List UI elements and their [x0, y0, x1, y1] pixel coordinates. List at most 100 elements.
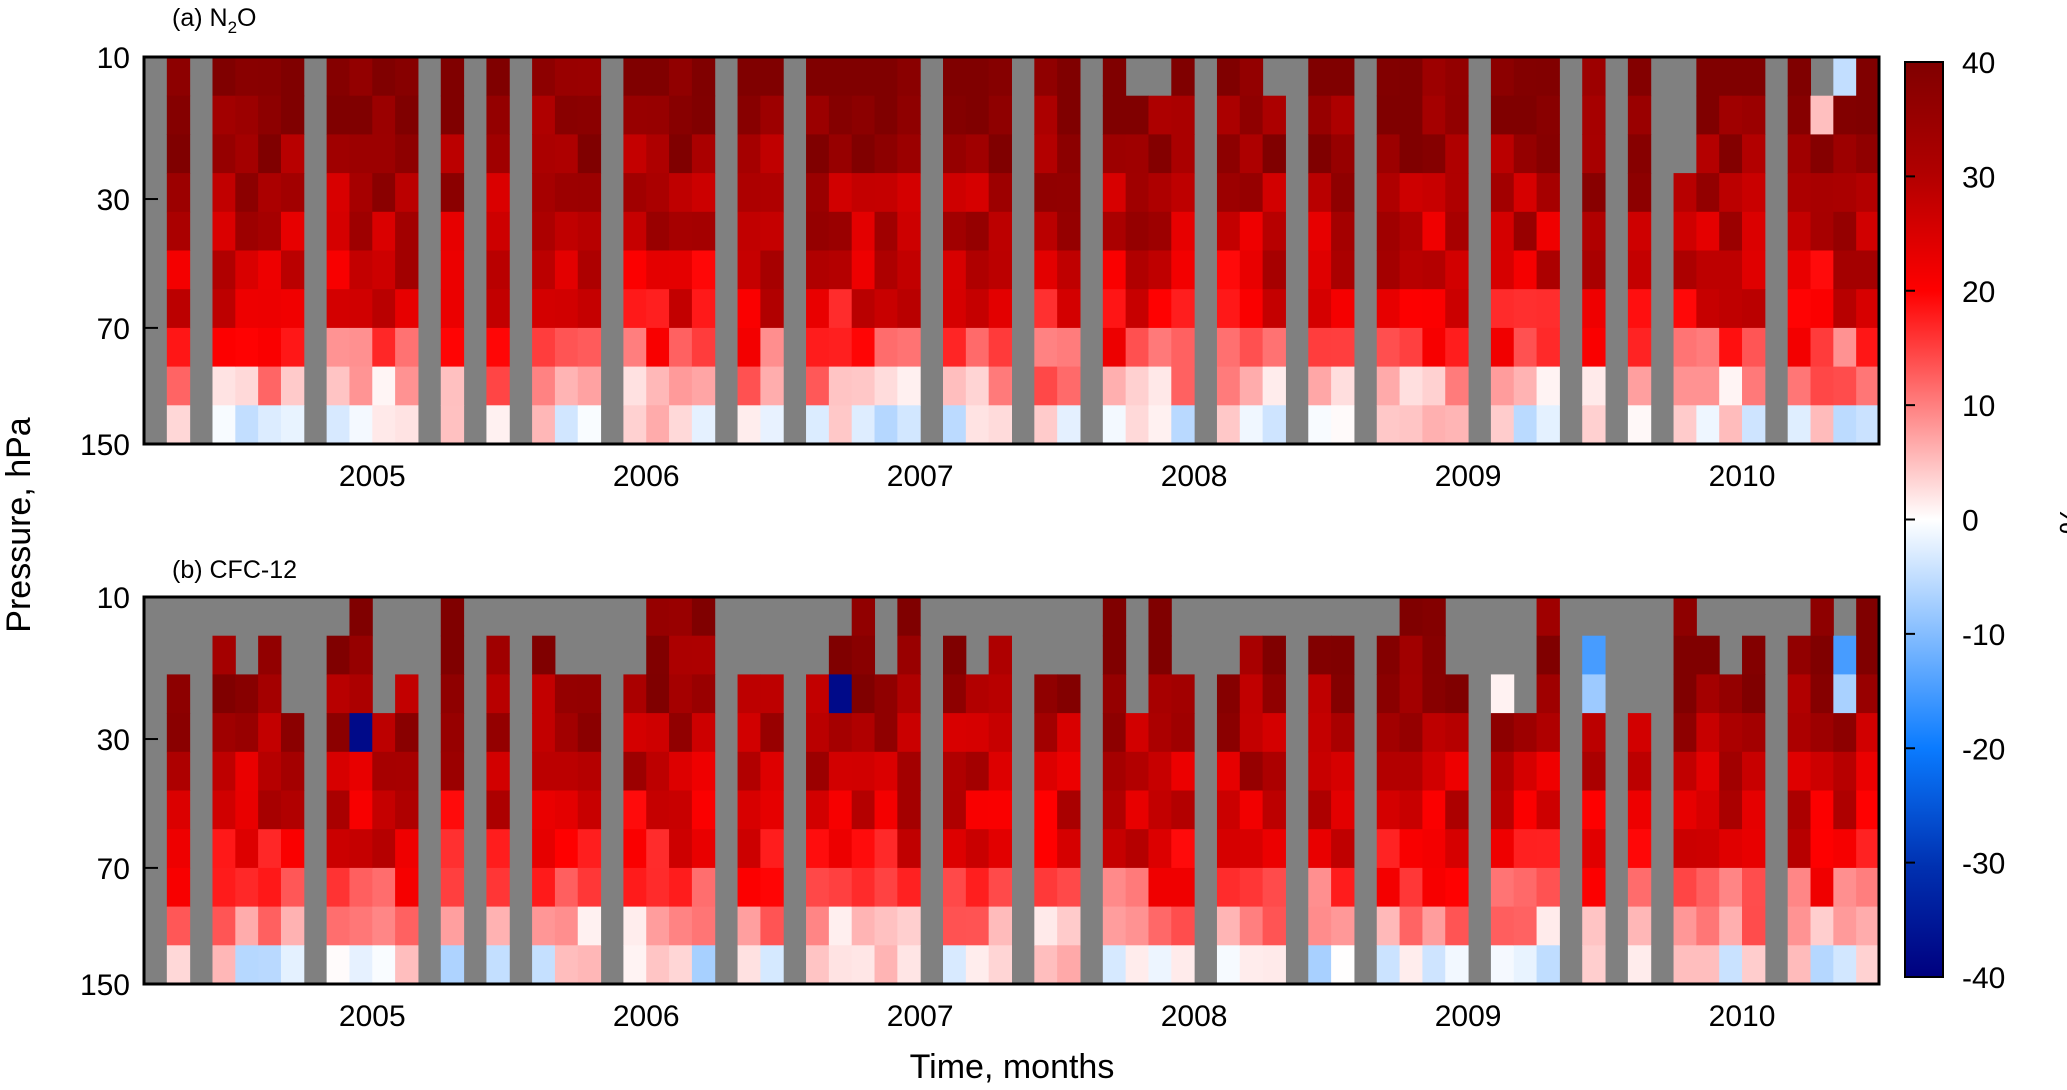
heatmap-cell [943, 327, 967, 368]
panel-a-title: (a) N2O [172, 4, 256, 37]
heatmap-cell [1216, 173, 1241, 213]
heatmap-cell [1536, 867, 1560, 908]
heatmap-cell [1513, 713, 1538, 753]
heatmap-cell [166, 327, 191, 368]
heatmap-cell [1262, 713, 1286, 753]
heatmap-cell [1719, 405, 1743, 445]
heatmap-cell [1148, 945, 1172, 985]
heatmap-cell [1399, 134, 1423, 174]
x-tick-label: 2006 [613, 460, 680, 493]
heatmap-cell [486, 289, 510, 329]
heatmap-cell [1399, 289, 1423, 329]
heatmap-cell [1673, 713, 1697, 753]
heatmap-cell [646, 405, 670, 445]
y-tick-label: 10 [97, 582, 130, 615]
heatmap-cell [1810, 95, 1834, 135]
heatmap-cell [212, 945, 236, 985]
heatmap-cell [166, 57, 191, 97]
heatmap-cell [760, 327, 784, 368]
heatmap-cell [1582, 405, 1606, 445]
heatmap-cell [646, 674, 670, 714]
heatmap-cell [691, 597, 716, 637]
heatmap-cell [1490, 250, 1515, 290]
heatmap-cell [1787, 250, 1812, 290]
heatmap-cell [166, 289, 191, 329]
heatmap-cell [1399, 366, 1423, 406]
heatmap-cell [1148, 635, 1172, 675]
heatmap-cell [166, 713, 191, 753]
heatmap-cell [1696, 945, 1720, 985]
heatmap-cell [1102, 597, 1127, 637]
heatmap-cell [1445, 173, 1469, 213]
heatmap-cell [943, 250, 967, 290]
heatmap-cell [1057, 751, 1081, 791]
heatmap-cell [988, 366, 1012, 406]
heatmap-cell [828, 674, 853, 714]
heatmap-cell [1262, 289, 1286, 329]
heatmap-cell [1490, 713, 1515, 753]
heatmap-cell [851, 289, 876, 329]
heatmap-cell [691, 751, 716, 791]
panel-b-title: (b) CFC-12 [172, 556, 297, 584]
heatmap-cell [486, 945, 510, 985]
heatmap-cell [1102, 945, 1127, 985]
heatmap-cell [1331, 829, 1355, 869]
heatmap-cell [1856, 597, 1880, 637]
heatmap-cell [897, 790, 921, 830]
heatmap-cell [1810, 134, 1834, 174]
heatmap-cell [828, 635, 853, 675]
heatmap-cell [1376, 134, 1401, 174]
heatmap-cell [1627, 867, 1652, 908]
heatmap-cell [897, 674, 921, 714]
heatmap-cell [1445, 327, 1469, 368]
heatmap-cell [1627, 327, 1652, 368]
heatmap-cell [1057, 327, 1081, 368]
heatmap-cell [395, 674, 419, 714]
heatmap-cell [646, 95, 670, 135]
heatmap-cell [1513, 751, 1538, 791]
heatmap-cell [326, 95, 350, 135]
heatmap-cell [691, 867, 716, 908]
heatmap-cell [1422, 867, 1446, 908]
heatmap-cell [166, 211, 191, 251]
heatmap-cell [440, 173, 465, 213]
heatmap-cell [1536, 597, 1560, 637]
heatmap-cell [1696, 95, 1720, 135]
heatmap-cell [669, 906, 693, 946]
heatmap-cell [1102, 674, 1127, 714]
heatmap-cell [349, 867, 373, 908]
heatmap-cell [737, 405, 761, 445]
y-tick-label: 10 [97, 42, 130, 75]
heatmap-cell [669, 713, 693, 753]
heatmap-cell [737, 366, 761, 406]
x-tick-label: 2006 [613, 1000, 680, 1033]
x-axis-label: Time, months [910, 1048, 1115, 1086]
heatmap-cell [737, 751, 761, 791]
heatmap-cell [691, 906, 716, 946]
heatmap-cell [1856, 366, 1880, 406]
heatmap-cell [1034, 95, 1058, 135]
heatmap-cell [988, 327, 1012, 368]
heatmap-cell [166, 95, 191, 135]
heatmap-cell [1034, 751, 1058, 791]
heatmap-cell [326, 945, 350, 985]
heatmap-cell [1308, 829, 1332, 869]
x-tick-label: 2010 [1709, 460, 1776, 493]
heatmap-cell [1536, 134, 1560, 174]
heatmap-cell [1856, 906, 1880, 946]
heatmap-cell [1719, 713, 1743, 753]
heatmap-cell [1034, 906, 1058, 946]
heatmap-cell [851, 95, 876, 135]
heatmap-cell [1376, 366, 1401, 406]
heatmap-cell [1422, 95, 1446, 135]
heatmap-cell [326, 790, 350, 830]
heatmap-cell [874, 790, 898, 830]
heatmap-cell [851, 250, 876, 290]
heatmap-cell [1833, 134, 1857, 174]
heatmap-cell [1216, 211, 1241, 251]
heatmap-cell [1627, 829, 1652, 869]
heatmap-cell [349, 366, 373, 406]
heatmap-cell [280, 829, 305, 869]
heatmap-cell [395, 57, 419, 97]
